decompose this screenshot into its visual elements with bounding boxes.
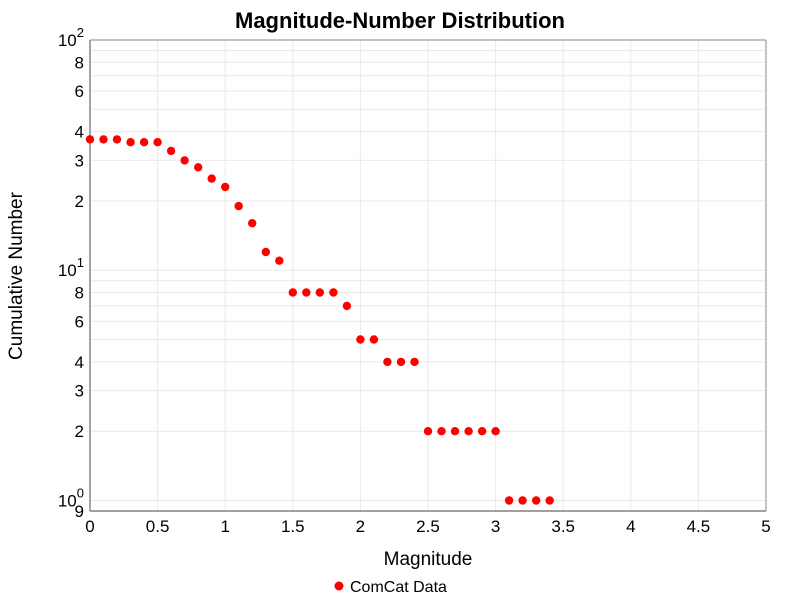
data-point (464, 427, 473, 436)
y-tick-label: 8 (75, 284, 84, 303)
legend-label: ComCat Data (350, 579, 447, 596)
y-tick-label: 101 (58, 255, 84, 280)
plot-region: 0 0.5 1 1.5 2 2.5 3 3.5 4 4.5 51028643210186432100… (58, 25, 771, 536)
data-point (288, 288, 297, 297)
data-point (504, 496, 514, 505)
data-point (112, 135, 122, 144)
y-tick-label: 3 (75, 151, 84, 170)
x-tick-label: 2 (356, 517, 365, 536)
data-point (518, 496, 527, 505)
data-point (302, 288, 311, 297)
y-tick-label: 6 (75, 312, 84, 331)
data-point (139, 138, 149, 147)
x-tick-label: 0 (85, 517, 94, 536)
y-tick-label: 9 (75, 502, 84, 521)
y-tick-label: 2 (75, 192, 84, 211)
data-point (275, 256, 284, 265)
data-point (545, 496, 554, 505)
data-point (329, 288, 338, 297)
data-point (180, 156, 189, 165)
data-point (383, 357, 392, 367)
y-tick-label: 4 (75, 123, 84, 142)
y-tick-label: 102 (58, 25, 84, 50)
data-point (342, 301, 352, 311)
data-point (396, 357, 406, 367)
data-point (423, 427, 433, 436)
data-point (477, 427, 487, 436)
data-point (261, 247, 270, 257)
y-tick-label: 3 (75, 382, 84, 401)
x-axis-label: Magnitude (384, 549, 473, 570)
data-point (356, 335, 365, 344)
x-tick-label: 0.5 (146, 517, 170, 536)
data-point (491, 427, 500, 436)
chart-title: Magnitude-Number Distribution (235, 8, 565, 33)
data-point (369, 335, 379, 344)
data-point (234, 201, 243, 211)
data-point (450, 427, 460, 436)
y-tick-label: 8 (75, 53, 84, 72)
data-point (410, 357, 419, 367)
x-tick-label: 3 (491, 517, 500, 536)
data-point (126, 138, 135, 147)
y-tick-label: 2 (75, 422, 84, 441)
data-point (85, 135, 95, 144)
data-point (221, 182, 230, 192)
data-point (532, 496, 541, 505)
data-point (437, 427, 446, 436)
data-point (248, 219, 257, 228)
x-tick-label: 1 (220, 517, 229, 536)
data-point (153, 138, 162, 147)
data-point (99, 135, 108, 144)
data-point (194, 163, 203, 172)
data-point (166, 146, 176, 156)
data-point (207, 174, 216, 183)
x-tick-label: 5 (761, 517, 770, 536)
legend[interactable]: ComCat Data (334, 579, 448, 596)
x-tick-label: 4 (626, 517, 635, 536)
x-tick-label: 3.5 (551, 517, 575, 536)
x-tick-label: 4.5 (687, 517, 711, 536)
y-tick-label: 6 (75, 82, 84, 101)
x-tick-label: 1.5 (281, 517, 305, 536)
data-point (315, 288, 324, 297)
y-tick-label: 4 (75, 353, 84, 372)
legend-marker-icon (334, 581, 344, 591)
x-tick-label: 2.5 (416, 517, 440, 536)
y-axis-label: Cumulative Number (6, 191, 27, 360)
